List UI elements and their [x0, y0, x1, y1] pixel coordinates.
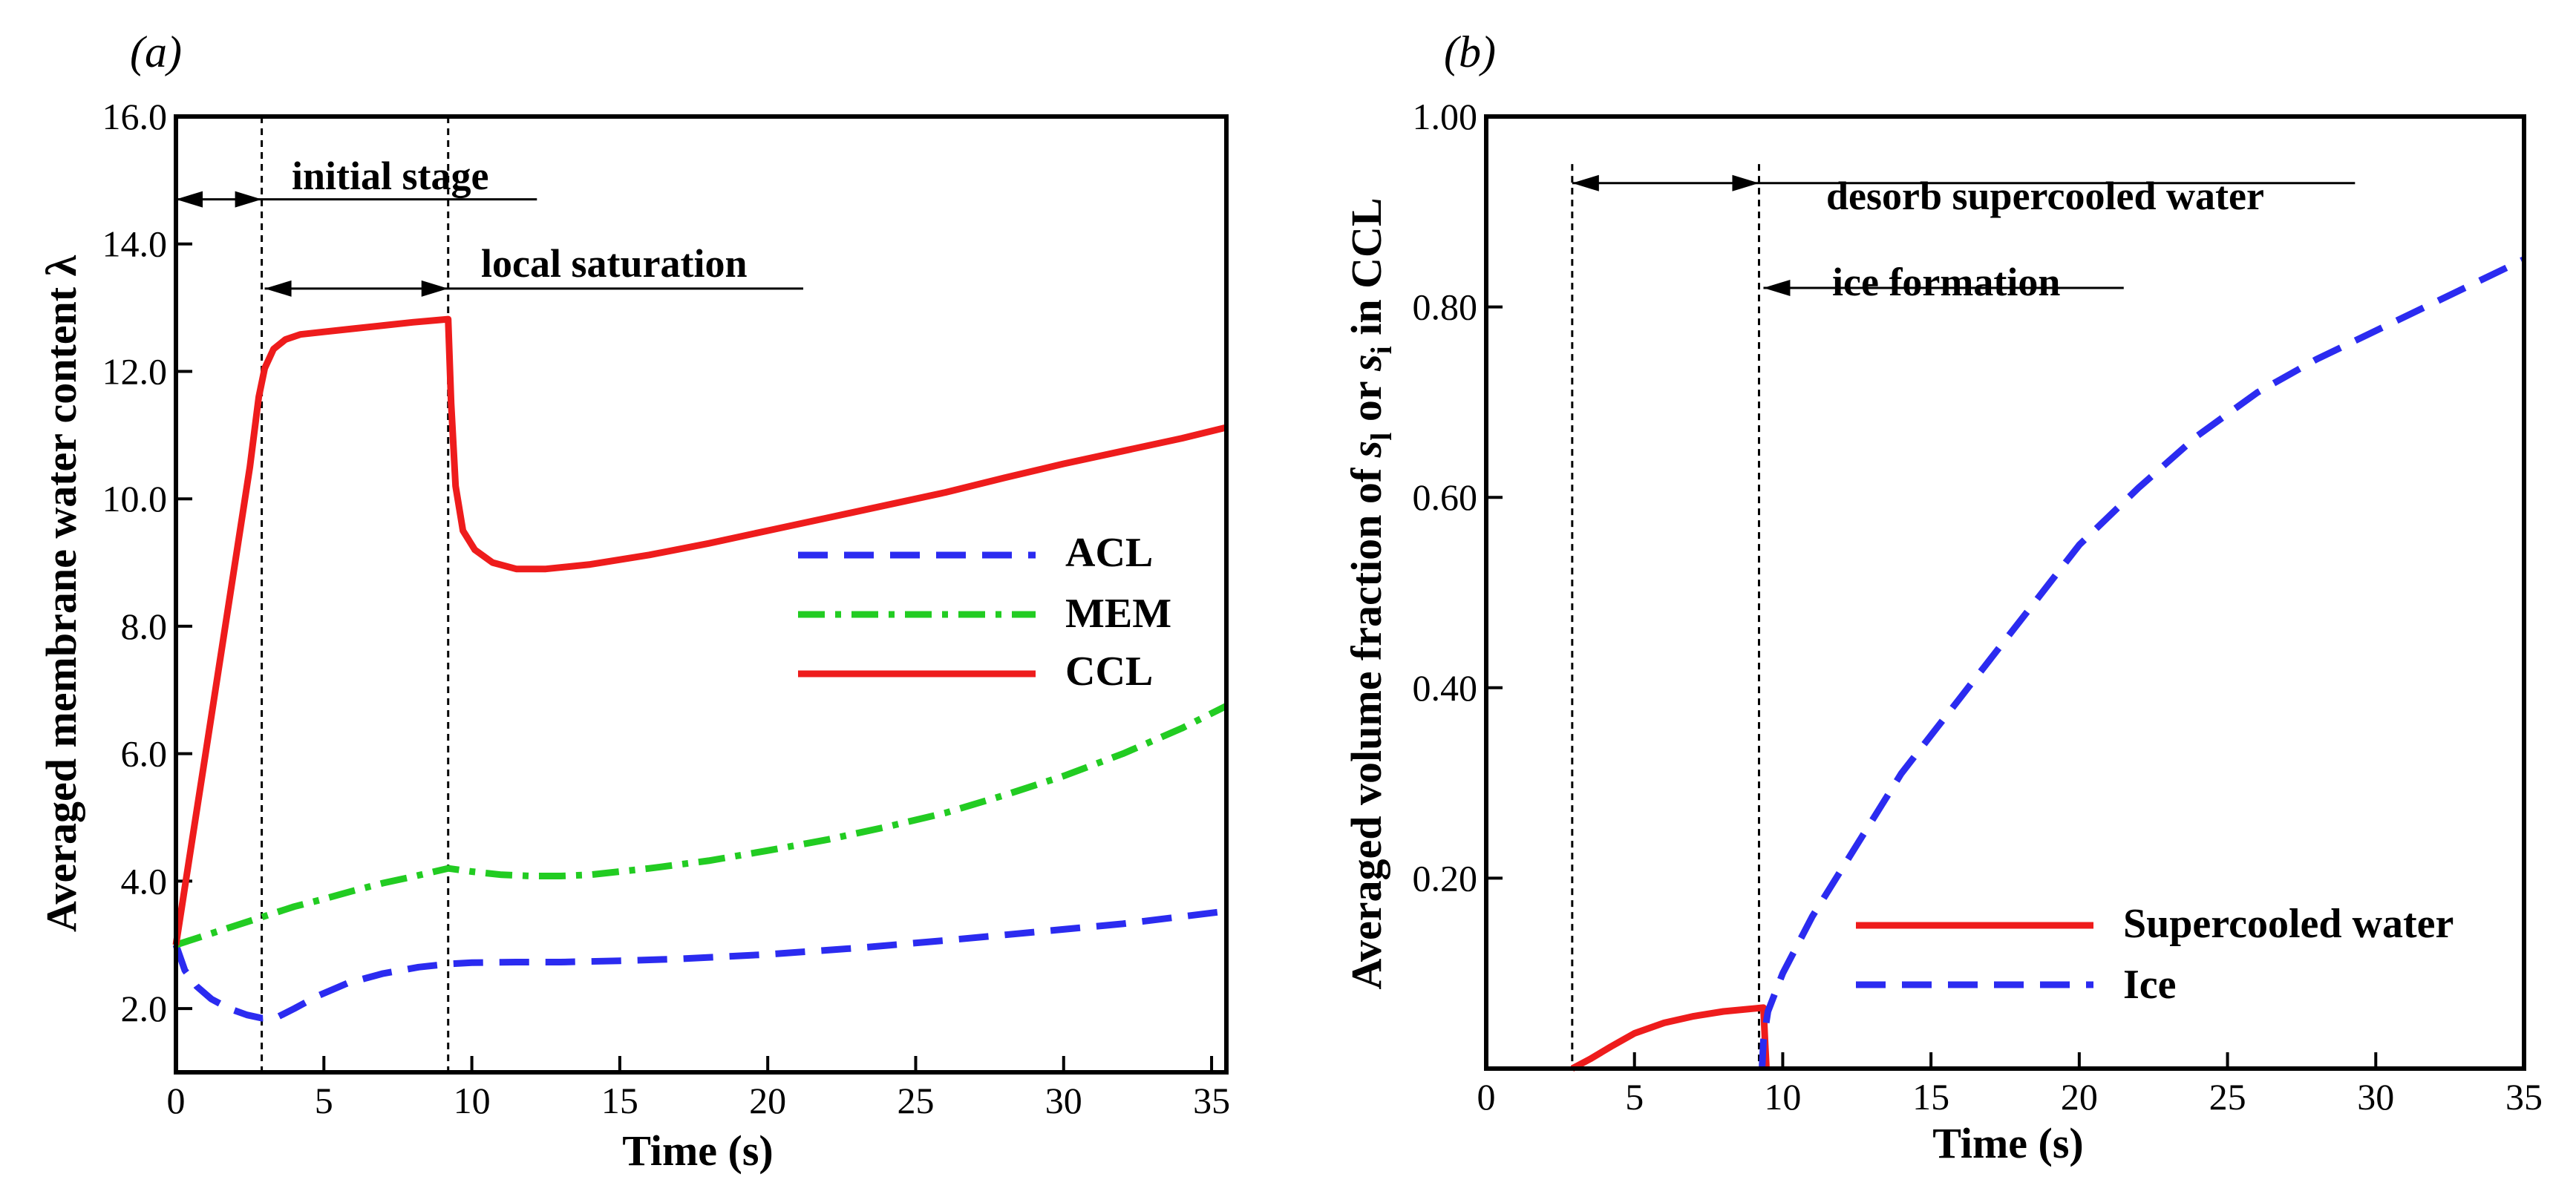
a-annotation-arrowhead — [235, 191, 262, 208]
annotation-desorb-supercooled-water: desorb supercooled water — [1826, 174, 2264, 218]
panel-a-label: (a) — [130, 27, 182, 76]
b-x-tick-label: 5 — [1625, 1076, 1644, 1118]
a-annotation-arrowhead — [264, 280, 292, 297]
b-y-tick-label: 0.40 — [1413, 667, 1478, 709]
b-annotation-arrowhead — [1763, 279, 1791, 296]
b-y-tick-label: 0.20 — [1413, 857, 1478, 899]
b-x-tick-label: 20 — [2061, 1076, 2098, 1118]
y-title-s: s — [1342, 441, 1390, 459]
panel-b-label: (b) — [1444, 27, 1496, 76]
b-x-tick-label: 0 — [1477, 1076, 1496, 1118]
panel-b-legend: Supercooled water Ice — [2123, 901, 2454, 1008]
a-series-mem — [174, 703, 1229, 948]
y-title-part-end: in CCL — [1342, 197, 1390, 346]
a-x-tick-label: 15 — [601, 1080, 638, 1121]
a-y-tick-label: 2.0 — [121, 988, 168, 1029]
a-x-tick-label: 10 — [454, 1080, 491, 1121]
y-title-part-or: or — [1342, 371, 1390, 433]
b-x-tick-label: 10 — [1764, 1076, 1801, 1118]
panel-b-annotations: desorb supercooled water ice formation — [1826, 174, 2264, 304]
a-annotation-arrowhead — [421, 280, 448, 297]
a-y-tick-label: 6.0 — [121, 733, 168, 775]
legend-label-supercooled-water: Supercooled water — [2123, 901, 2454, 947]
b-x-tick-label: 30 — [2357, 1076, 2394, 1118]
a-y-tick-label: 4.0 — [121, 860, 168, 902]
panel-a-y-axis-title: Averaged membrane water content λ — [37, 255, 85, 932]
panel-a: (a) Time (s) Averaged membrane water con… — [37, 27, 1230, 1175]
a-y-tick-label: 12.0 — [102, 350, 168, 392]
a-x-tick-label: 20 — [749, 1080, 786, 1121]
panel-b: (b) Time (s) Averaged volume fraction of… — [1342, 27, 2543, 1167]
a-series-acl — [172, 908, 1227, 1022]
a-annotation-arrowhead — [176, 191, 203, 208]
b-series-ice — [1759, 256, 2526, 1069]
a-y-tick-label: 14.0 — [102, 223, 168, 265]
a-plot-frame — [174, 114, 1229, 1075]
b-x-tick-label: 25 — [2209, 1076, 2246, 1118]
b-series-supercooled-water — [1570, 1004, 1770, 1072]
panel-b-plot-area: 0 5 10 15 20 25 30 35 0.20 0.40 0.60 0.80 1.00 — [1413, 96, 2543, 1118]
b-x-tick-label: 35 — [2505, 1076, 2543, 1118]
b-annotation-arrowhead — [1732, 174, 1759, 191]
b-y-tick-label: 1.00 — [1413, 96, 1478, 137]
panel-a-x-axis-title: Time (s) — [622, 1126, 774, 1175]
annotation-initial-stage: initial stage — [292, 154, 489, 198]
a-x-tick-label: 35 — [1193, 1080, 1230, 1121]
a-y-tick-label: 8.0 — [121, 606, 168, 647]
legend-label-acl: ACL — [1065, 530, 1153, 576]
b-plot-frame — [1484, 114, 2526, 1071]
panel-b-y-axis-title: Averaged volume fraction of sl or si in … — [1342, 197, 1398, 989]
a-x-tick-label: 0 — [167, 1080, 186, 1121]
y-title-sub-l: l — [1364, 433, 1398, 441]
b-x-tick-label: 15 — [1912, 1076, 1949, 1118]
b-y-tick-label: 0.80 — [1413, 286, 1478, 328]
panel-a-plot-area: 0 5 10 15 20 25 30 35 2.0 4.0 6.0 8.0 10.0 12.0 14.0 16… — [102, 96, 1231, 1121]
annotation-ice-formation: ice formation — [1832, 260, 2060, 304]
a-x-tick-label: 25 — [897, 1080, 934, 1121]
legend-label-ice: Ice — [2123, 962, 2177, 1008]
a-series-ccl — [172, 315, 1228, 945]
a-x-tick-label: 5 — [315, 1080, 333, 1121]
b-y-tick-label: 0.60 — [1413, 476, 1478, 518]
legend-label-mem: MEM — [1065, 591, 1171, 637]
a-y-tick-label: 16.0 — [102, 96, 168, 137]
a-y-tick-label: 10.0 — [102, 478, 168, 519]
b-annotation-arrowhead — [1572, 174, 1599, 191]
panel-a-annotations: initial stage local saturation — [292, 154, 748, 286]
y-title-part-1: Averaged volume fraction of — [1342, 457, 1390, 989]
y-title-sub-i: i — [1364, 346, 1398, 354]
y-title-s2: s — [1342, 354, 1390, 372]
legend-label-ccl: CCL — [1065, 649, 1153, 695]
panel-b-x-axis-title: Time (s) — [1932, 1119, 2084, 1167]
annotation-local-saturation: local saturation — [481, 241, 748, 286]
a-x-tick-label: 30 — [1045, 1080, 1082, 1121]
panel-a-legend: ACL MEM CCL — [1065, 530, 1171, 695]
